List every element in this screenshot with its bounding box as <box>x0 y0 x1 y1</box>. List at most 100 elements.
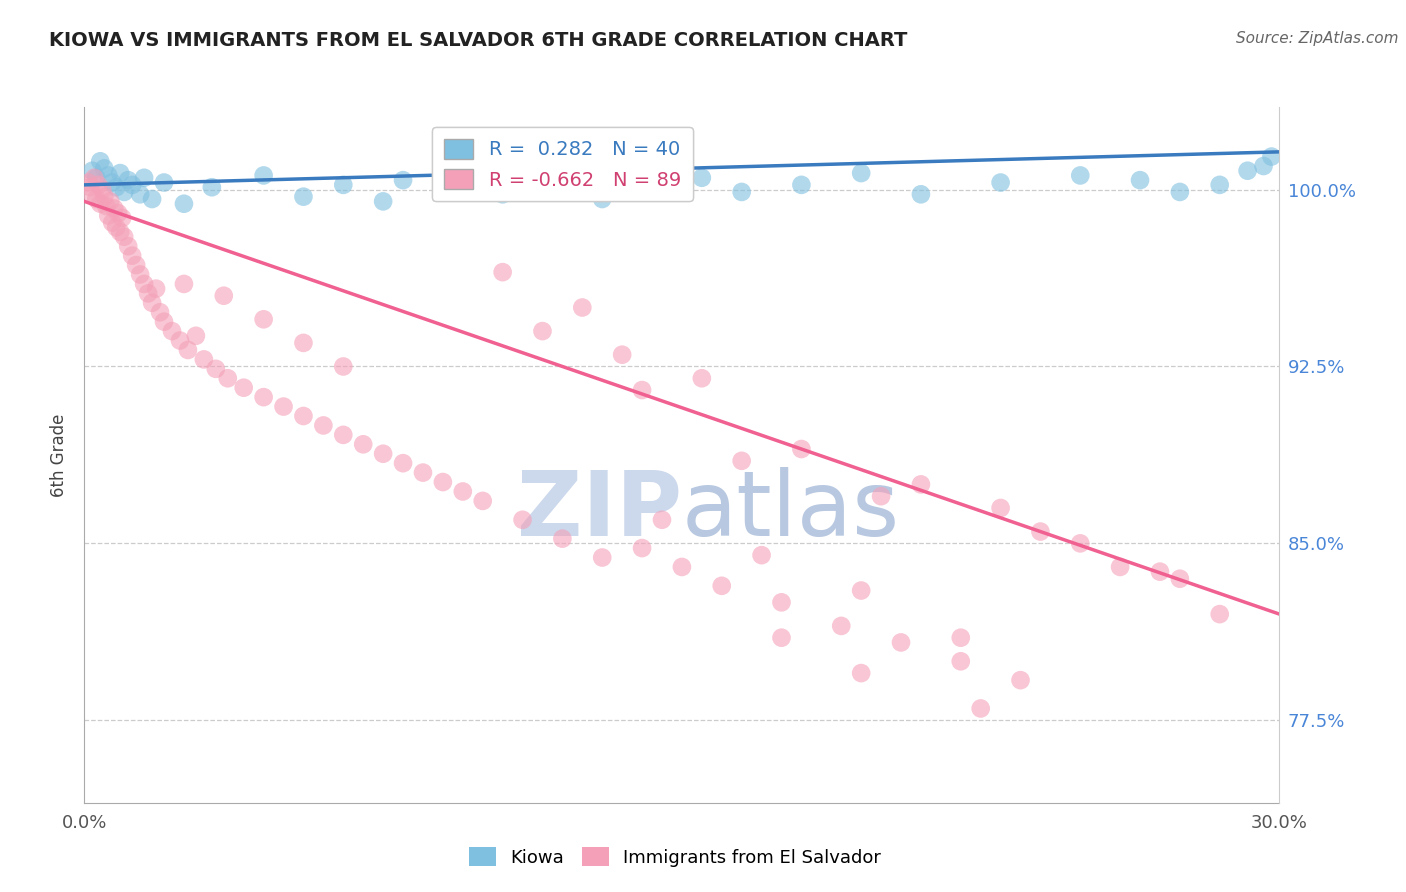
Point <box>591 192 613 206</box>
Point <box>770 631 793 645</box>
Point <box>82 187 104 202</box>
Point <box>193 352 215 367</box>
Point <box>110 166 132 180</box>
Point <box>1069 169 1091 183</box>
Point <box>89 154 111 169</box>
Point <box>86 192 108 206</box>
Point <box>412 466 434 480</box>
Point <box>731 454 754 468</box>
Point <box>132 277 156 291</box>
Point <box>949 654 972 668</box>
Point <box>890 635 912 649</box>
Point <box>671 560 693 574</box>
Point <box>571 301 593 315</box>
Point <box>212 289 235 303</box>
Point <box>371 194 394 209</box>
Point <box>512 513 534 527</box>
Point <box>232 381 254 395</box>
Point <box>970 701 993 715</box>
Legend: Kiowa, Immigrants from El Salvador: Kiowa, Immigrants from El Salvador <box>461 840 889 874</box>
Point <box>253 390 276 404</box>
Point <box>631 383 654 397</box>
Point <box>949 631 972 645</box>
Point <box>121 249 143 263</box>
Point <box>492 265 515 279</box>
Point <box>531 324 554 338</box>
Point <box>117 173 139 187</box>
Point <box>292 335 315 350</box>
Text: ZIP: ZIP <box>517 467 682 555</box>
Point <box>1260 150 1282 164</box>
Point <box>770 595 793 609</box>
Text: KIOWA VS IMMIGRANTS FROM EL SALVADOR 6TH GRADE CORRELATION CHART: KIOWA VS IMMIGRANTS FROM EL SALVADOR 6TH… <box>49 31 908 50</box>
Point <box>217 371 239 385</box>
Point <box>93 161 115 176</box>
Point <box>129 187 152 202</box>
Point <box>551 532 574 546</box>
Point <box>1149 565 1171 579</box>
Point <box>690 170 713 185</box>
Point <box>184 328 207 343</box>
Point <box>731 185 754 199</box>
Point <box>352 437 374 451</box>
Point <box>690 371 713 385</box>
Point <box>141 192 163 206</box>
Point <box>160 324 183 338</box>
Point <box>121 178 143 192</box>
Point <box>849 166 872 180</box>
Point <box>91 183 114 197</box>
Point <box>77 176 100 190</box>
Point <box>101 176 124 190</box>
Point <box>177 343 200 357</box>
Point <box>332 359 354 374</box>
Point <box>332 178 354 192</box>
Point <box>101 216 124 230</box>
Point <box>631 541 654 555</box>
Point <box>96 199 118 213</box>
Point <box>97 169 120 183</box>
Point <box>451 484 474 499</box>
Point <box>830 619 852 633</box>
Point <box>651 180 673 194</box>
Point <box>173 277 195 291</box>
Point <box>451 183 474 197</box>
Legend: R =  0.282   N = 40, R = -0.662   N = 89: R = 0.282 N = 40, R = -0.662 N = 89 <box>432 128 693 202</box>
Point <box>86 170 108 185</box>
Point <box>149 305 172 319</box>
Point <box>87 178 110 192</box>
Point <box>205 361 228 376</box>
Point <box>710 579 733 593</box>
Point <box>432 475 454 489</box>
Point <box>1069 536 1091 550</box>
Point <box>103 202 125 216</box>
Point <box>110 225 132 239</box>
Point <box>153 315 176 329</box>
Point <box>471 494 494 508</box>
Point <box>201 180 224 194</box>
Point <box>292 189 315 203</box>
Point <box>1253 159 1275 173</box>
Point <box>392 173 415 187</box>
Point <box>371 447 394 461</box>
Point <box>107 206 129 220</box>
Text: atlas: atlas <box>682 467 900 555</box>
Point <box>651 513 673 527</box>
Point <box>610 348 633 362</box>
Point <box>1208 178 1232 192</box>
Point <box>105 180 128 194</box>
Point <box>1236 163 1258 178</box>
Point <box>111 211 134 225</box>
Point <box>82 163 104 178</box>
Point <box>292 409 315 423</box>
Point <box>910 477 932 491</box>
Point <box>89 196 111 211</box>
Point <box>1010 673 1032 688</box>
Point <box>1168 572 1191 586</box>
Point <box>312 418 335 433</box>
Point <box>153 176 176 190</box>
Point <box>97 209 120 223</box>
Y-axis label: 6th Grade: 6th Grade <box>51 413 69 497</box>
Point <box>141 295 163 310</box>
Point <box>849 666 872 681</box>
Point <box>83 170 105 185</box>
